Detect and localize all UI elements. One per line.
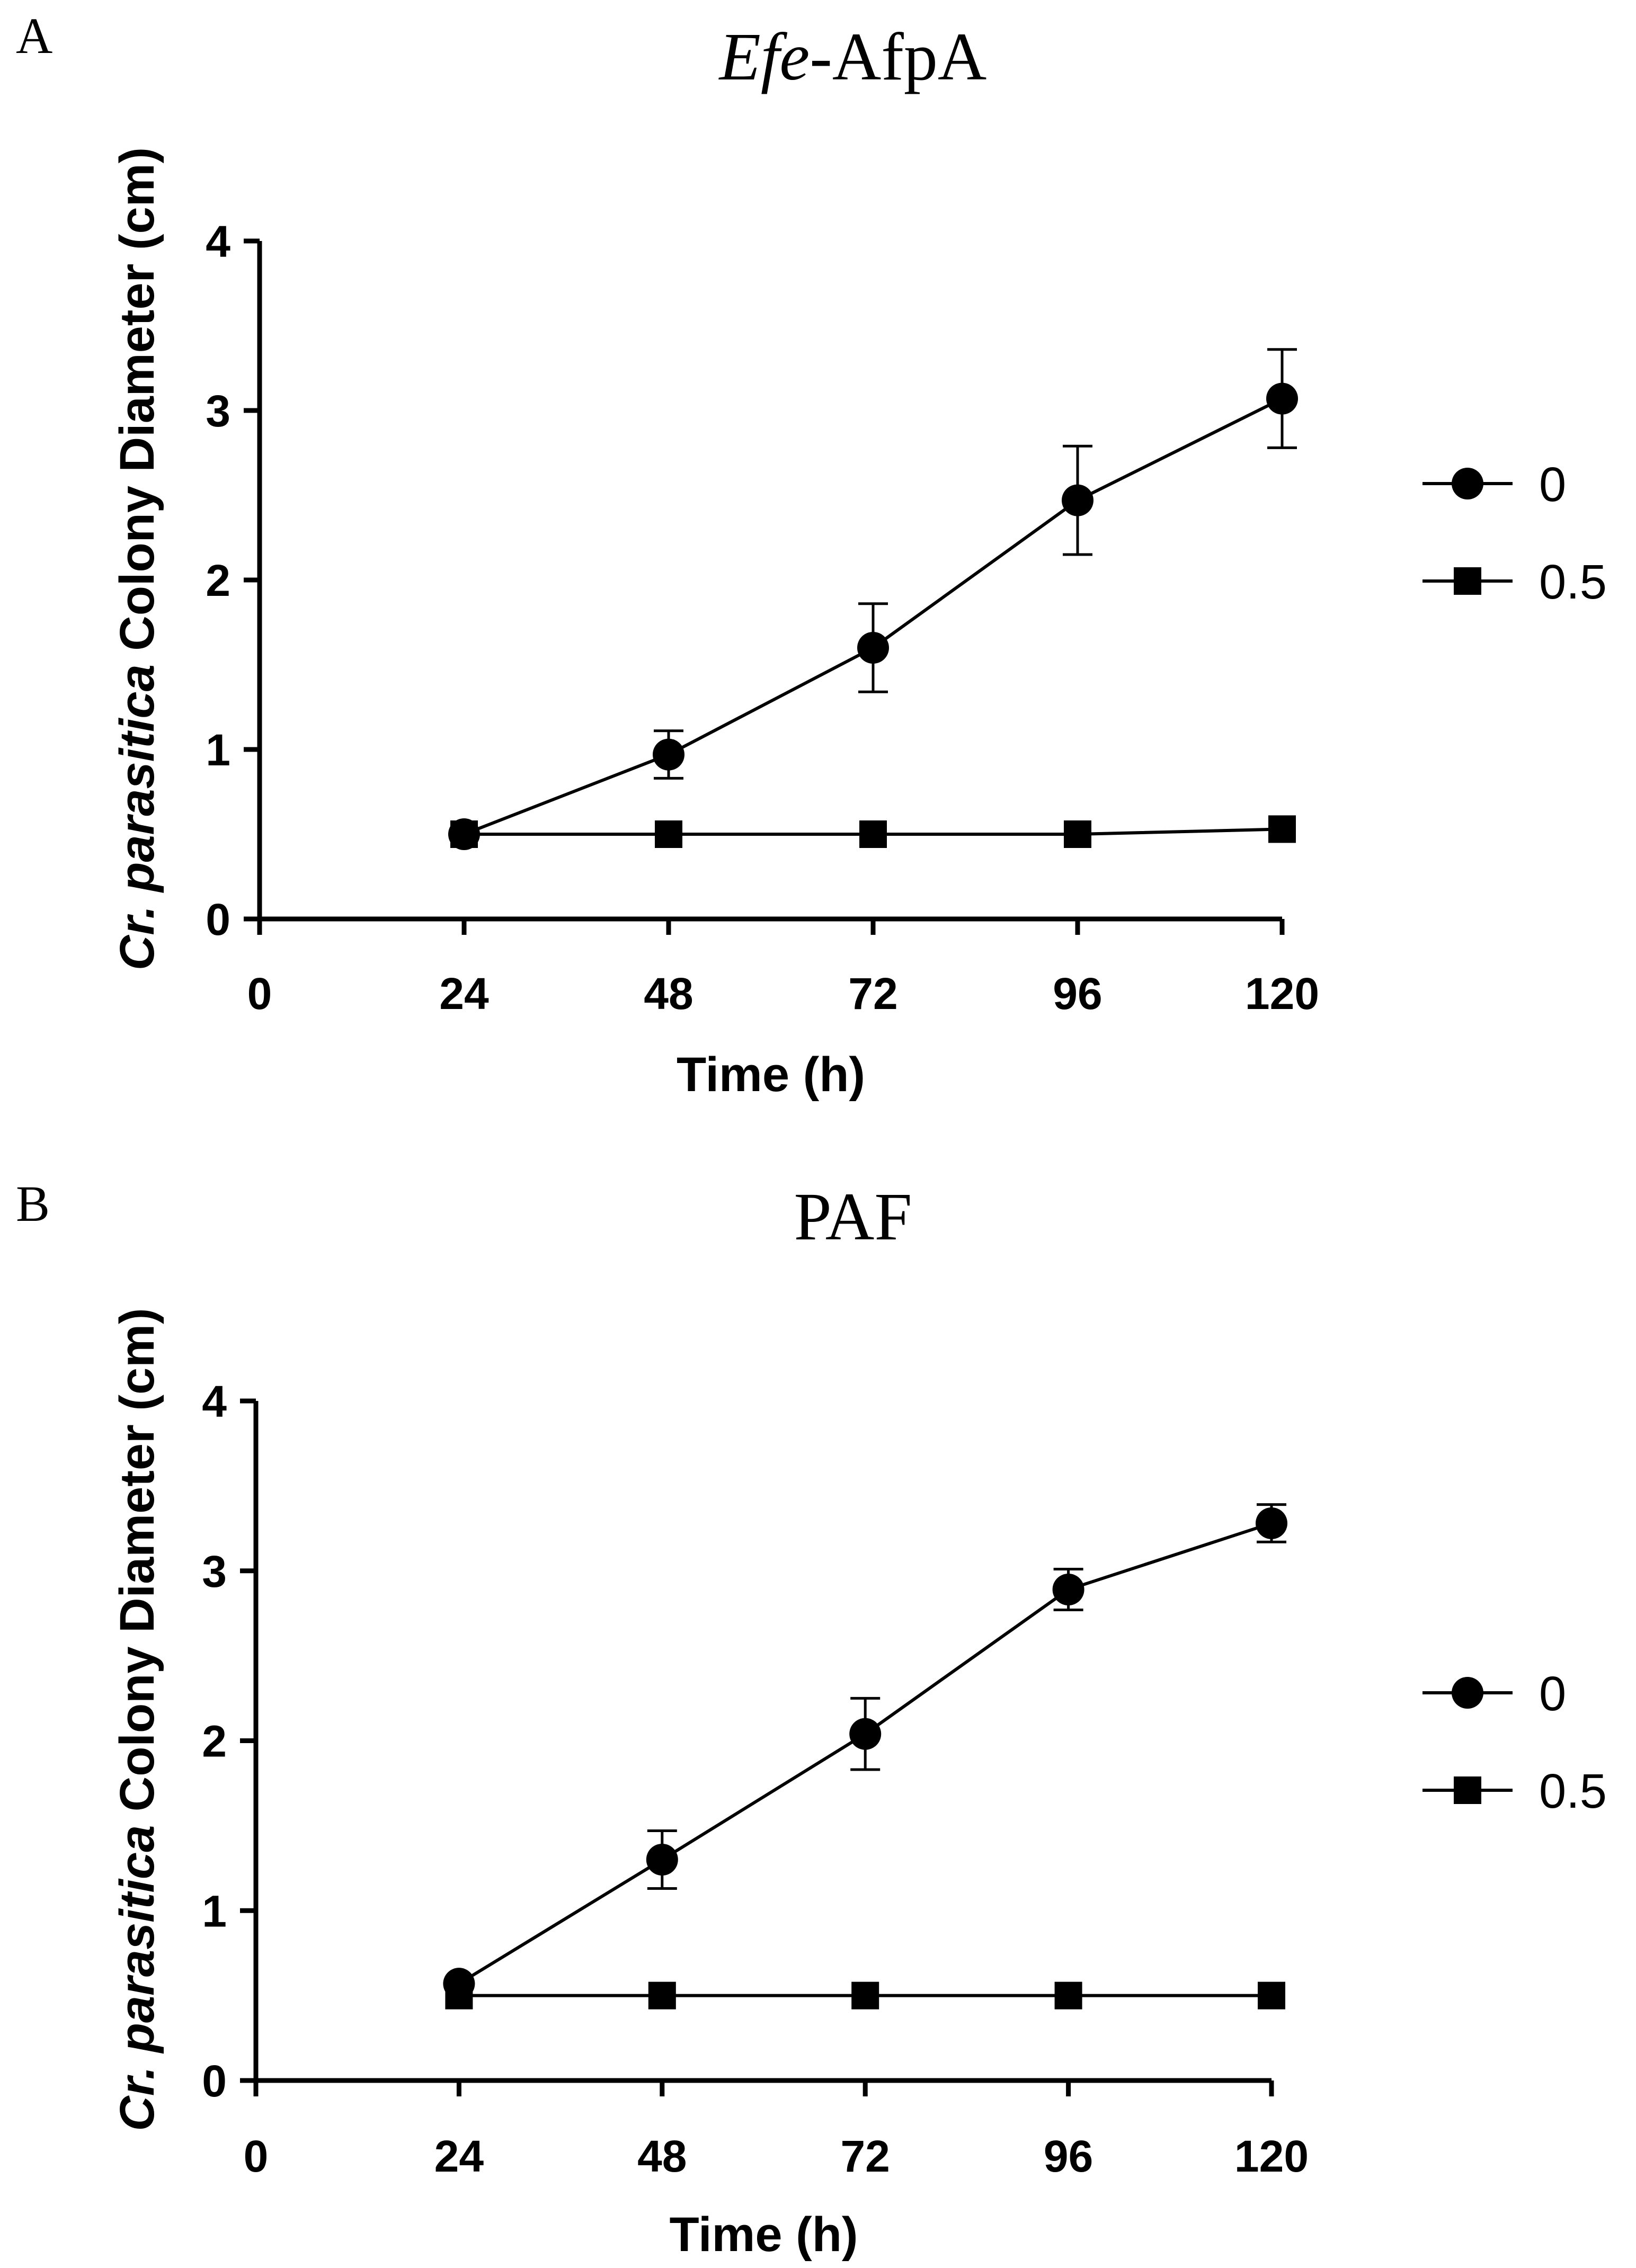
- data-point-circle: [857, 632, 889, 664]
- x-tick-label: 24: [434, 2131, 484, 2181]
- legend-label: 0: [1539, 458, 1566, 512]
- x-tick-label: 0: [244, 2131, 269, 2181]
- series-0.5: [450, 815, 1296, 848]
- data-point-square: [648, 1981, 676, 2010]
- legend-label: 0.5: [1539, 1764, 1607, 1818]
- data-point-circle: [653, 738, 684, 771]
- y-tick-label: 4: [206, 217, 230, 266]
- y-tick-label: 4: [202, 1377, 227, 1426]
- x-tick-label: 0: [247, 969, 272, 1019]
- legend-item-0.5: 0.5: [1422, 555, 1607, 609]
- data-point-circle: [1256, 1507, 1287, 1539]
- x-tick-label: 120: [1234, 2131, 1309, 2181]
- panel-a: A Efe-AfpA 0 1 2 3 4 0 24 48 72 96 120 Time (h) Cr. pa…: [16, 7, 1607, 1102]
- data-point-square: [1054, 1981, 1082, 2010]
- legend-marker-circle: [1452, 1677, 1483, 1709]
- data-point-square: [450, 820, 478, 848]
- legend-item-0: 0: [1422, 458, 1566, 512]
- x-tick-label: 96: [1044, 2131, 1093, 2181]
- legend-label: 0: [1539, 1667, 1566, 1721]
- legend-item-0: 0: [1422, 1667, 1566, 1721]
- y-tick-label: 2: [202, 1717, 227, 1766]
- data-point-square: [859, 820, 887, 848]
- y-axis-title: Cr. parasitica Colony Diameter (cm): [110, 147, 164, 970]
- data-point-square: [1064, 820, 1091, 848]
- panel-b: B PAF 0 1 2 3 4 0 24 48 72 96 120 Time (h) Cr. parasit…: [16, 1175, 1607, 2262]
- series-0: [448, 348, 1298, 850]
- x-tick-label: 48: [644, 969, 693, 1019]
- data-point-circle: [646, 1844, 678, 1876]
- y-tick-label: 0: [202, 2056, 227, 2106]
- data-point-square: [655, 820, 682, 848]
- y-tick-label: 3: [206, 386, 230, 436]
- data-point-square: [445, 1981, 473, 2010]
- x-tick-label: 120: [1245, 969, 1319, 1019]
- x-tick-label: 48: [637, 2131, 687, 2181]
- chart-title: Efe-AfpA: [718, 19, 987, 94]
- series-0.5: [445, 1981, 1285, 2010]
- x-tick-label: 24: [439, 969, 489, 1019]
- legend-label: 0.5: [1539, 555, 1607, 609]
- y-tick-label: 0: [206, 895, 230, 944]
- y-tick-label: 1: [202, 1886, 227, 1936]
- y-axis-title: Cr. parasitica Colony Diameter (cm): [110, 1308, 164, 2131]
- x-tick-label: 72: [840, 2131, 890, 2181]
- y-tick-label: 2: [206, 556, 230, 605]
- legend-marker-circle: [1452, 468, 1483, 499]
- data-point-circle: [849, 1718, 882, 1750]
- y-tick-label: 1: [206, 725, 230, 775]
- series-0: [443, 1503, 1287, 2000]
- legend-marker-square: [1454, 1776, 1481, 1804]
- x-tick-label: 96: [1053, 969, 1102, 1019]
- x-tick-label: 72: [848, 969, 897, 1019]
- legend-item-0.5: 0.5: [1422, 1764, 1607, 1818]
- x-axis-title: Time (h): [677, 1048, 865, 1102]
- data-point-square: [851, 1981, 879, 2010]
- data-point-circle: [1052, 1574, 1084, 1606]
- chart-title: PAF: [794, 1179, 912, 1254]
- y-tick-label: 3: [202, 1547, 227, 1596]
- legend-marker-square: [1454, 567, 1481, 595]
- x-axis-title: Time (h): [669, 2208, 858, 2262]
- data-point-square: [1268, 815, 1296, 843]
- panel-letter: A: [16, 7, 52, 64]
- data-point-circle: [1062, 484, 1093, 516]
- data-point-circle: [1266, 382, 1298, 415]
- data-point-square: [1258, 1981, 1285, 2010]
- panel-letter: B: [16, 1175, 50, 1232]
